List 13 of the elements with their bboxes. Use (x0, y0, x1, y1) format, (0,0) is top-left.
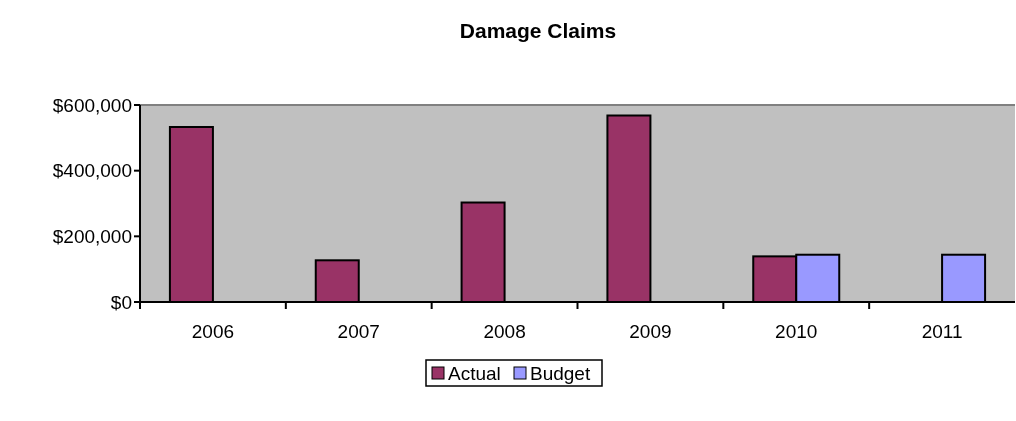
legend-label: Budget (530, 362, 591, 384)
y-tick-label: $600,000 (52, 94, 132, 116)
x-tick-label: 2011 (921, 321, 963, 342)
x-tick-label: 2008 (483, 321, 526, 342)
y-tick-label: $200,000 (52, 225, 132, 247)
x-tick-label: 2009 (629, 321, 672, 342)
x-tick-label: 2010 (775, 321, 818, 342)
y-tick-label: $0 (110, 291, 132, 313)
x-tick-label: 2007 (337, 321, 380, 342)
y-tick-label: $400,000 (52, 160, 132, 182)
legend-label: Actual (448, 362, 501, 384)
x-tick-label: 2006 (191, 321, 235, 342)
chart-title: Damage Claims (459, 19, 617, 42)
